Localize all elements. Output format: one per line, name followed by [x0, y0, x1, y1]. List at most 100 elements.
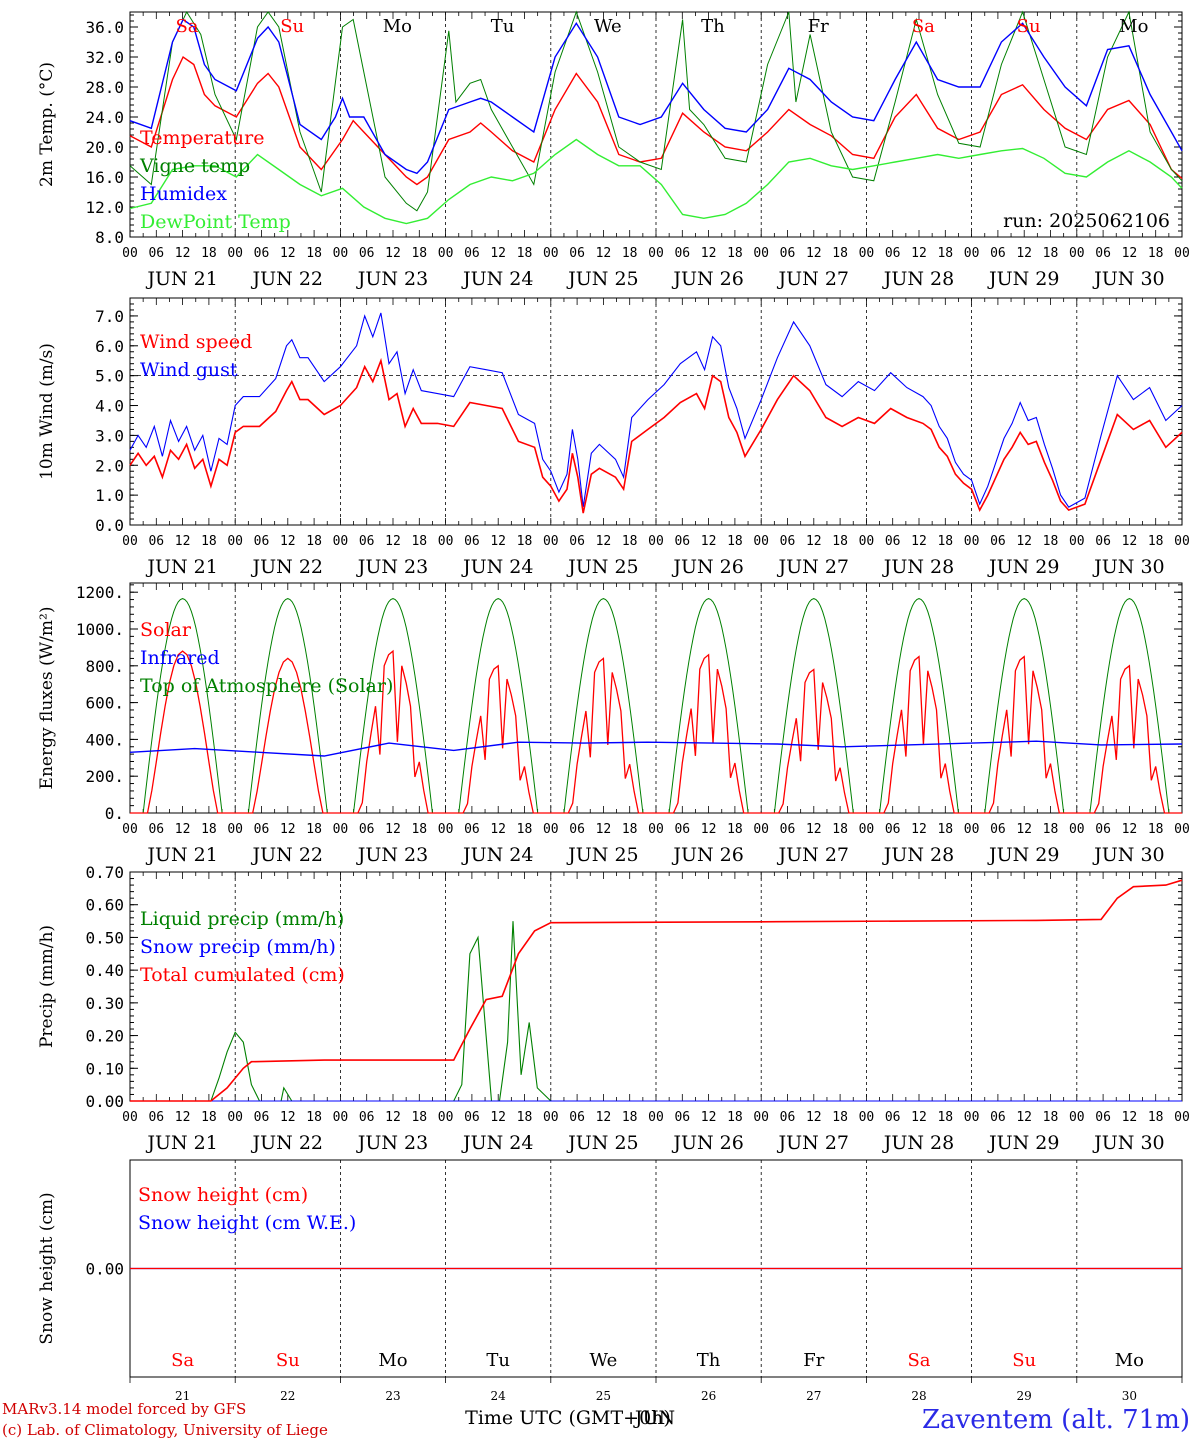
day-name: Su: [280, 16, 304, 37]
day-number: 27: [806, 1389, 821, 1403]
hour-label: 00: [543, 534, 559, 549]
hour-label: 18: [832, 534, 848, 549]
toa-curve: [761, 598, 867, 814]
date-label: JUN 29: [987, 268, 1059, 290]
toa-curve: [866, 598, 972, 814]
panel-5: 0.00 Snow height (cm) Snow height (cm) Snow…: [37, 1159, 1183, 1403]
hour-label: 18: [937, 1110, 953, 1125]
date-label: JUN 26: [671, 268, 743, 290]
infrared-curve: [129, 740, 1183, 757]
hour-label: 00: [333, 822, 349, 837]
legend-entry: Vigne temp: [139, 155, 250, 177]
series-line: [130, 921, 1182, 1102]
hour-label: 18: [727, 246, 743, 261]
hour-label: 00: [1069, 1110, 1085, 1125]
hour-label: 18: [832, 246, 848, 261]
series-line: [129, 55, 1183, 186]
day-number: 29: [1017, 1389, 1032, 1403]
toa-curve: [445, 598, 551, 814]
day-number: 23: [385, 1389, 400, 1403]
hour-label: 12: [175, 1110, 191, 1125]
day-name: Tu: [486, 1350, 510, 1371]
hour-label: 00: [859, 534, 875, 549]
day-name: Mo: [383, 16, 412, 37]
date-label: JUN 29: [987, 1132, 1059, 1154]
hour-label: 12: [490, 534, 506, 549]
hour-label: 12: [596, 822, 612, 837]
y-tick-label: 0.00: [85, 1092, 124, 1111]
y-tick-label: 1.0: [95, 486, 124, 505]
legend-entry: Humidex: [140, 183, 227, 205]
y-tick-label: 12.0: [85, 198, 124, 217]
day-name: Fr: [808, 16, 829, 37]
hour-label: 12: [806, 1110, 822, 1125]
hour-label: 12: [280, 822, 296, 837]
hour-label: 18: [1148, 822, 1164, 837]
hour-label: 12: [1016, 534, 1032, 549]
hour-label: 06: [148, 1110, 164, 1125]
y-tick-label: 8.0: [95, 228, 124, 247]
day-number: 28: [911, 1389, 926, 1403]
hour-label: 18: [832, 822, 848, 837]
hour-label: 18: [1043, 822, 1059, 837]
day-name: Tu: [491, 16, 515, 37]
hour-label: 00: [1069, 534, 1085, 549]
hour-label: 06: [464, 246, 480, 261]
hour-label: 00: [122, 246, 138, 261]
date-label: JUN 28: [882, 556, 954, 578]
hour-label: 12: [806, 246, 822, 261]
toa-curve: [340, 598, 446, 814]
date-label: JUN 25: [566, 1132, 638, 1154]
date-label: JUN 25: [566, 556, 638, 578]
y-tick-label: 24.0: [85, 108, 124, 127]
day-number: 30: [1122, 1389, 1137, 1403]
hour-label: 00: [753, 822, 769, 837]
legend-entry: Total cumulated (cm): [140, 964, 345, 986]
hour-label: 06: [990, 246, 1006, 261]
hour-label: 00: [964, 822, 980, 837]
hour-label: 18: [411, 1110, 427, 1125]
date-label: JUN 24: [461, 268, 533, 290]
hour-label: 06: [254, 534, 270, 549]
legend-entry: Wind speed: [140, 331, 252, 353]
day-name: Sa: [912, 16, 935, 37]
hour-label: 18: [517, 534, 533, 549]
day-name: Mo: [1115, 1350, 1144, 1371]
hour-label: 12: [806, 534, 822, 549]
hour-label: 12: [280, 1110, 296, 1125]
hour-label: 00: [859, 822, 875, 837]
y-tick-label: 4.0: [95, 397, 124, 416]
hour-label: 18: [201, 534, 217, 549]
solar-curve: [445, 664, 551, 814]
day-name: Su: [276, 1350, 300, 1371]
solar-curve: [761, 668, 867, 814]
hour-label: 18: [727, 534, 743, 549]
hour-label: 12: [701, 534, 717, 549]
hour-label: 18: [411, 534, 427, 549]
hour-label: 00: [122, 1110, 138, 1125]
hour-label: 12: [1016, 1110, 1032, 1125]
y-axis-title: 10m Wind (m/s): [37, 343, 57, 480]
y-tick-label: 0.60: [85, 896, 124, 915]
hour-label: 12: [701, 246, 717, 261]
hour-label: 00: [1174, 1110, 1190, 1125]
date-label: JUN 25: [566, 268, 638, 290]
y-tick-label: 0.40: [85, 961, 124, 980]
hour-label: 06: [359, 1110, 375, 1125]
date-label: JUN 28: [882, 844, 954, 866]
hour-label: 12: [175, 534, 191, 549]
day-number: 24: [491, 1389, 507, 1403]
hour-label: 18: [1043, 534, 1059, 549]
y-tick-label: 0.20: [85, 1027, 124, 1046]
legend-entry: Infrared: [140, 647, 220, 669]
series-line: [129, 138, 1183, 225]
toa-curve: [130, 598, 236, 814]
y-tick-label: 600.: [85, 694, 124, 713]
day-name: Sa: [171, 1350, 194, 1371]
y-tick-label: 200.: [85, 767, 124, 786]
hour-label: 00: [1174, 822, 1190, 837]
date-label: JUN 26: [671, 556, 743, 578]
date-label: JUN 22: [251, 268, 323, 290]
hour-label: 00: [1174, 246, 1190, 261]
day-number: 22: [280, 1389, 295, 1403]
